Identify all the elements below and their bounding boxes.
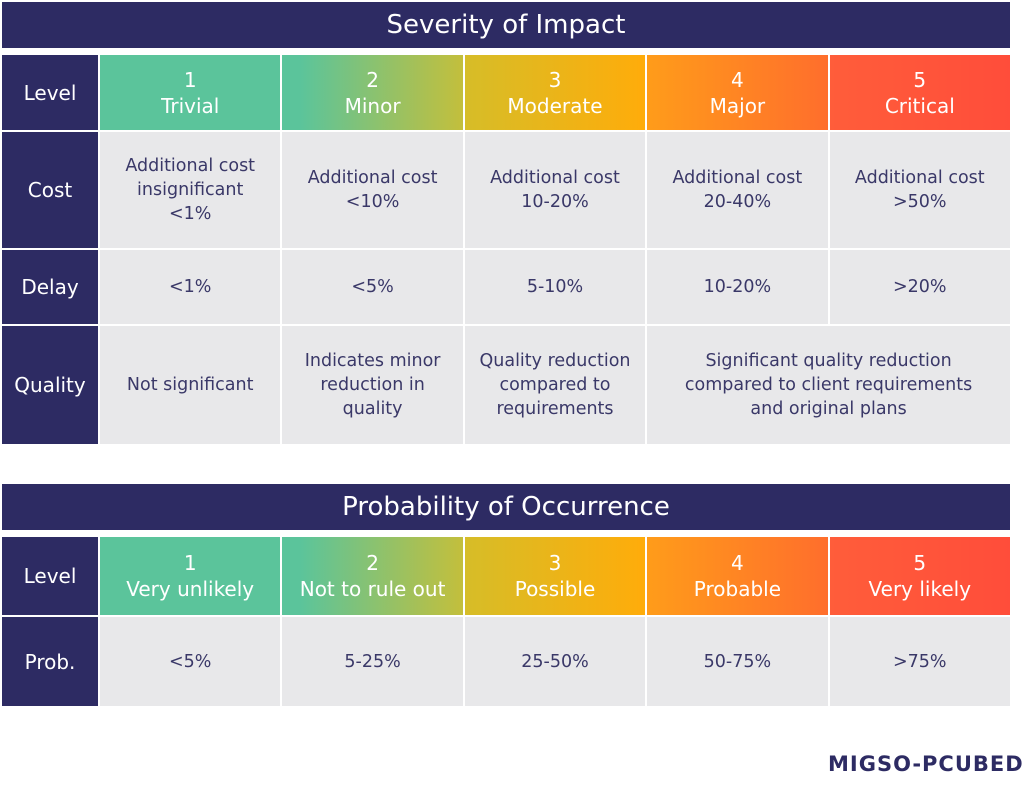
level-header: Level xyxy=(2,537,98,615)
probability-table: Level 1 Very unlikely 2 Not to rule out … xyxy=(2,537,1010,706)
probability-level-3: 3 Possible xyxy=(464,537,646,615)
delay-cell: <1% xyxy=(100,250,281,324)
prob-cell: <5% xyxy=(100,617,281,706)
level-header: Level xyxy=(2,55,98,130)
prob-cell: >75% xyxy=(829,617,1010,706)
delay-cell: >20% xyxy=(829,250,1010,324)
delay-header: Delay xyxy=(2,250,98,324)
severity-level-3: 3 Moderate xyxy=(464,55,646,130)
quality-cell: Quality reduction compared to requiremen… xyxy=(464,326,646,444)
company-logo: MIGSO-PCUBED xyxy=(828,752,1024,776)
severity-title: Severity of Impact xyxy=(2,2,1010,48)
severity-level-2: 2 Minor xyxy=(282,55,463,130)
probability-title: Probability of Occurrence xyxy=(2,484,1010,530)
probability-level-1: 1 Very unlikely xyxy=(100,537,281,615)
prob-cell: 5-25% xyxy=(282,617,463,706)
severity-table: Level 1 Trivial 2 Minor 3 Moderate 4 Maj… xyxy=(2,55,1010,444)
quality-cell: Significant quality reduction compared t… xyxy=(647,326,1010,444)
prob-cell: 25-50% xyxy=(464,617,646,706)
probability-level-5: 5 Very likely xyxy=(829,537,1010,615)
cost-cell: Additional cost >50% xyxy=(829,132,1010,248)
prob-header: Prob. xyxy=(2,617,98,706)
cost-cell: Additional cost 10-20% xyxy=(464,132,646,248)
delay-cell: 10-20% xyxy=(647,250,828,324)
quality-cell: Indicates minor reduction in quality xyxy=(282,326,463,444)
prob-cell: 50-75% xyxy=(647,617,828,706)
severity-level-1: 1 Trivial xyxy=(100,55,281,130)
probability-level-4: 4 Probable xyxy=(647,537,828,615)
severity-level-5: 5 Critical xyxy=(829,55,1010,130)
cost-cell: Additional cost insignificant <1% xyxy=(100,132,281,248)
cost-header: Cost xyxy=(2,132,98,248)
probability-level-2: 2 Not to rule out xyxy=(282,537,463,615)
cost-cell: Additional cost <10% xyxy=(282,132,463,248)
delay-cell: <5% xyxy=(282,250,463,324)
severity-level-4: 4 Major xyxy=(647,55,828,130)
delay-cell: 5-10% xyxy=(464,250,646,324)
quality-header: Quality xyxy=(2,326,98,444)
quality-cell: Not significant xyxy=(100,326,281,444)
cost-cell: Additional cost 20-40% xyxy=(647,132,828,248)
